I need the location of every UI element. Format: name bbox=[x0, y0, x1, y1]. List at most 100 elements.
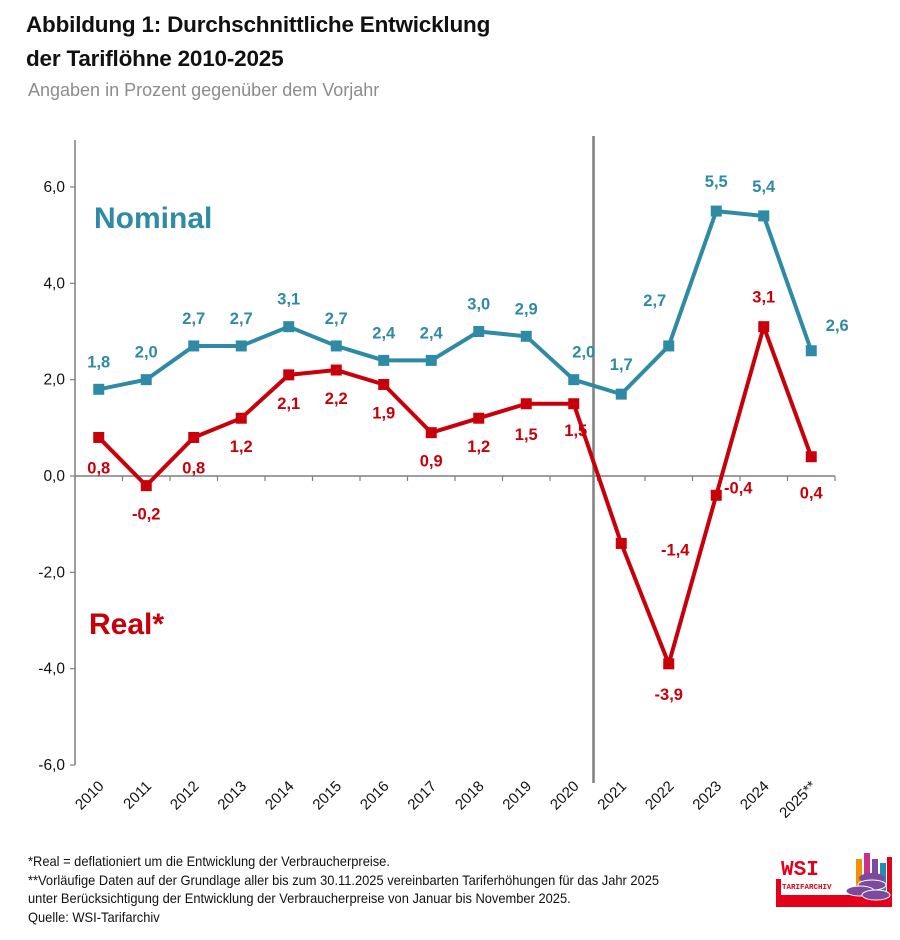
marker-nominal bbox=[425, 354, 437, 366]
x-tick-label: 2023 bbox=[689, 778, 725, 814]
data-label-nominal: 2,4 bbox=[372, 324, 396, 342]
data-label-real: -0,2 bbox=[132, 506, 160, 524]
data-label-nominal: 5,5 bbox=[705, 173, 728, 191]
data-label-nominal: 5,4 bbox=[752, 178, 776, 196]
logo-red-bar bbox=[776, 895, 892, 907]
data-label-nominal: 1,7 bbox=[610, 356, 633, 374]
marker-nominal bbox=[663, 340, 675, 352]
x-tick-label: 2025** bbox=[776, 778, 820, 822]
y-tick-label: 0,0 bbox=[43, 468, 65, 485]
data-label-real: 3,1 bbox=[752, 289, 775, 307]
source-note: Quelle: WSI-Tarifarchiv bbox=[28, 908, 160, 925]
marker-nominal bbox=[615, 388, 627, 400]
data-label-real: -1,4 bbox=[661, 541, 690, 559]
marker-nominal bbox=[710, 205, 722, 217]
logo-wsi-text: WSI bbox=[781, 859, 819, 882]
footnotes: *Real = deflationiert um die Entwicklung… bbox=[28, 852, 659, 926]
logo-bar-red bbox=[887, 857, 892, 895]
marker-nominal bbox=[520, 330, 532, 342]
y-tick-label: -6,0 bbox=[38, 757, 65, 774]
data-label-real: 0,4 bbox=[800, 485, 824, 503]
marker-nominal bbox=[568, 374, 580, 386]
chart-title-line-2: der Tariflöhne 2010-2025 bbox=[26, 46, 284, 71]
logo-bar-orange bbox=[856, 859, 862, 895]
y-tick-label: 6,0 bbox=[43, 179, 65, 196]
marker-nominal bbox=[188, 340, 200, 352]
data-label-nominal: 2,7 bbox=[230, 310, 253, 328]
data-labels-layer: 1,8 2,0 2,7 2,7 3,1 2,7 2,4 2,4 3,0 2,9 2,0 1,7 2,7 5… bbox=[87, 173, 848, 704]
x-tick-label: 2018 bbox=[452, 778, 488, 814]
data-label-nominal: 2,6 bbox=[826, 317, 849, 335]
data-label-real: 0,8 bbox=[87, 459, 110, 477]
series-line-real bbox=[97, 324, 814, 666]
marker-nominal bbox=[805, 345, 817, 357]
footnote-preliminary-cont: unter Berücksichtigung der Entwicklung d… bbox=[28, 890, 571, 906]
logo-tarifarchiv-text: TARIFARCHIV bbox=[782, 884, 832, 892]
logo-red-side bbox=[776, 879, 781, 899]
x-tick-label: 2012 bbox=[167, 778, 203, 814]
marker-nominal bbox=[473, 326, 485, 337]
marker-nominal bbox=[235, 340, 247, 352]
data-label-nominal: 2,7 bbox=[182, 310, 205, 328]
data-label-nominal: 2,7 bbox=[643, 292, 666, 310]
footnote-preliminary: **Vorläufige Daten auf der Grundlage all… bbox=[28, 871, 660, 888]
series-layer bbox=[93, 205, 817, 670]
chart-axes: -6,0 -4,0 -2,0 0,0 2,0 4,0 6,0 2010 2011 2012 2013… bbox=[38, 136, 836, 822]
marker-real bbox=[330, 364, 342, 376]
data-label-nominal: 2,7 bbox=[325, 310, 348, 328]
data-label-real: 0,9 bbox=[420, 453, 443, 471]
chart-subtitle: Angaben in Prozent gegenüber dem Vorjahr bbox=[28, 80, 380, 100]
series-label-nominal: Nominal bbox=[94, 202, 212, 235]
marker-real bbox=[710, 489, 722, 501]
data-label-nominal: 3,0 bbox=[467, 296, 490, 314]
marker-real bbox=[283, 369, 295, 381]
data-label-real: 0,8 bbox=[182, 459, 205, 477]
y-tick-label: 2,0 bbox=[43, 372, 65, 389]
line-chart: -6,0 -4,0 -2,0 0,0 2,0 4,0 6,0 2010 2011 2012 2013… bbox=[38, 136, 849, 822]
data-label-nominal: 2,0 bbox=[572, 344, 595, 362]
marker-real bbox=[520, 398, 532, 410]
x-tick-label: 2024 bbox=[737, 778, 773, 814]
y-tick-label: 4,0 bbox=[43, 275, 65, 292]
wsi-tarifarchiv-logo: WSI TARIFARCHIV bbox=[776, 853, 892, 907]
data-label-real: 1,9 bbox=[372, 404, 395, 422]
data-label-real: 1,2 bbox=[230, 438, 253, 456]
x-tick-label: 2014 bbox=[262, 778, 298, 814]
chart-title-line-1: Abbildung 1: Durchschnittliche Entwicklu… bbox=[26, 12, 491, 37]
data-label-real: 2,2 bbox=[325, 390, 348, 408]
marker-nominal bbox=[330, 340, 342, 352]
data-label-real: 1,5 bbox=[515, 426, 538, 444]
series-label-real: Real* bbox=[89, 608, 164, 641]
marker-real bbox=[473, 412, 485, 424]
data-label-real: 1,2 bbox=[467, 438, 490, 456]
marker-real bbox=[235, 412, 247, 424]
y-tick-label: -4,0 bbox=[38, 661, 65, 678]
x-tick-label: 2015 bbox=[309, 778, 345, 814]
data-label-nominal: 3,1 bbox=[277, 291, 300, 309]
marker-real bbox=[663, 658, 675, 670]
data-label-real: -0,4 bbox=[724, 479, 753, 497]
x-tick-label: 2022 bbox=[642, 778, 678, 814]
marker-real bbox=[758, 321, 770, 333]
footnote-real: *Real = deflationiert um die Entwicklung… bbox=[28, 853, 390, 869]
x-tick-label: 2010 bbox=[72, 778, 108, 814]
marker-real bbox=[615, 537, 627, 549]
data-label-real: 1,5 bbox=[564, 422, 587, 440]
x-tick-label: 2021 bbox=[594, 778, 630, 814]
marker-real bbox=[93, 431, 105, 443]
marker-nominal bbox=[378, 354, 390, 366]
coins-icon bbox=[845, 873, 891, 901]
x-tick-label: 2017 bbox=[404, 778, 440, 814]
marker-nominal bbox=[758, 210, 770, 222]
x-tick-label: 2020 bbox=[547, 778, 583, 814]
x-tick-label: 2011 bbox=[120, 778, 155, 813]
data-label-nominal: 2,4 bbox=[420, 324, 444, 342]
marker-real bbox=[425, 427, 437, 439]
marker-nominal bbox=[283, 321, 295, 333]
y-tick-label: -2,0 bbox=[38, 564, 65, 581]
marker-real bbox=[188, 431, 200, 443]
marker-real bbox=[805, 451, 817, 463]
series-line-nominal bbox=[98, 209, 814, 397]
marker-real bbox=[378, 378, 390, 390]
x-tick-label: 2019 bbox=[499, 778, 535, 814]
